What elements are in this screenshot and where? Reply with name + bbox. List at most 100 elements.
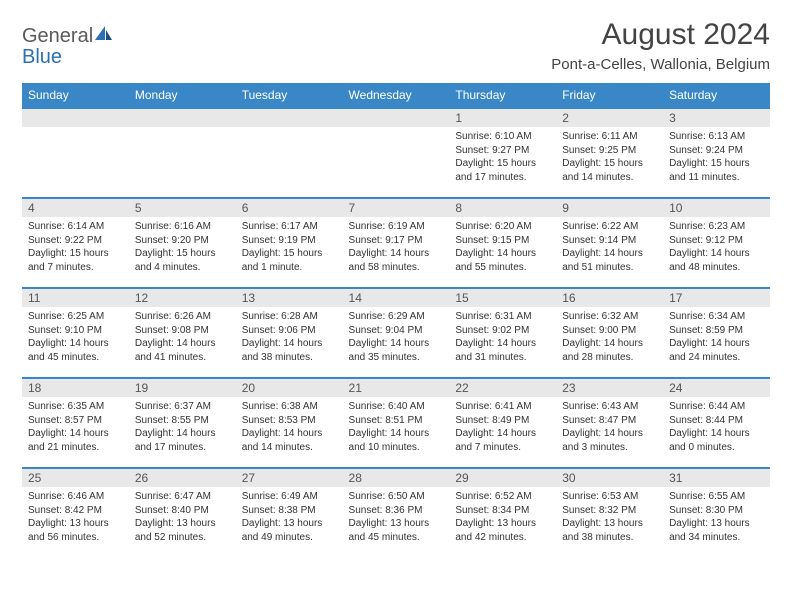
sunset-text: Sunset: 9:20 PM [135, 234, 230, 248]
day-details: Sunrise: 6:26 AMSunset: 9:08 PMDaylight:… [129, 307, 236, 368]
day-details: Sunrise: 6:32 AMSunset: 9:00 PMDaylight:… [556, 307, 663, 368]
sunrise-text: Sunrise: 6:16 AM [135, 220, 230, 234]
weekday-header: Tuesday [236, 83, 343, 108]
sunrise-text: Sunrise: 6:22 AM [562, 220, 657, 234]
day-details: Sunrise: 6:25 AMSunset: 9:10 PMDaylight:… [22, 307, 129, 368]
daylight-line2: and 34 minutes. [669, 531, 764, 545]
sunset-text: Sunset: 9:06 PM [242, 324, 337, 338]
calendar-cell [343, 108, 450, 198]
sunset-text: Sunset: 9:14 PM [562, 234, 657, 248]
daylight-line1: Daylight: 15 hours [562, 157, 657, 171]
sunrise-text: Sunrise: 6:32 AM [562, 310, 657, 324]
sunrise-text: Sunrise: 6:49 AM [242, 490, 337, 504]
weekday-header: Saturday [663, 83, 770, 108]
day-details: Sunrise: 6:31 AMSunset: 9:02 PMDaylight:… [449, 307, 556, 368]
calendar-cell: 7Sunrise: 6:19 AMSunset: 9:17 PMDaylight… [343, 198, 450, 288]
sunset-text: Sunset: 9:27 PM [455, 144, 550, 158]
sunrise-text: Sunrise: 6:44 AM [669, 400, 764, 414]
weekday-header: Sunday [22, 83, 129, 108]
daylight-line2: and 7 minutes. [28, 261, 123, 275]
daylight-line1: Daylight: 14 hours [242, 337, 337, 351]
day-details: Sunrise: 6:53 AMSunset: 8:32 PMDaylight:… [556, 487, 663, 548]
day-number: 18 [22, 379, 129, 397]
day-number: 13 [236, 289, 343, 307]
daylight-line1: Daylight: 13 hours [455, 517, 550, 531]
day-details: Sunrise: 6:19 AMSunset: 9:17 PMDaylight:… [343, 217, 450, 278]
sunset-text: Sunset: 9:24 PM [669, 144, 764, 158]
month-title: August 2024 [551, 18, 770, 52]
calendar-cell: 21Sunrise: 6:40 AMSunset: 8:51 PMDayligh… [343, 378, 450, 468]
daylight-line2: and 7 minutes. [455, 441, 550, 455]
sunset-text: Sunset: 8:51 PM [349, 414, 444, 428]
sunset-text: Sunset: 8:53 PM [242, 414, 337, 428]
day-details: Sunrise: 6:34 AMSunset: 8:59 PMDaylight:… [663, 307, 770, 368]
daylight-line1: Daylight: 13 hours [349, 517, 444, 531]
sunrise-text: Sunrise: 6:46 AM [28, 490, 123, 504]
daylight-line2: and 41 minutes. [135, 351, 230, 365]
calendar-cell: 1Sunrise: 6:10 AMSunset: 9:27 PMDaylight… [449, 108, 556, 198]
sunrise-text: Sunrise: 6:19 AM [349, 220, 444, 234]
day-details: Sunrise: 6:17 AMSunset: 9:19 PMDaylight:… [236, 217, 343, 278]
calendar-cell: 13Sunrise: 6:28 AMSunset: 9:06 PMDayligh… [236, 288, 343, 378]
sunrise-text: Sunrise: 6:47 AM [135, 490, 230, 504]
day-number: 26 [129, 469, 236, 487]
daylight-line1: Daylight: 14 hours [28, 427, 123, 441]
calendar-cell [236, 108, 343, 198]
daylight-line1: Daylight: 14 hours [669, 337, 764, 351]
day-details: Sunrise: 6:16 AMSunset: 9:20 PMDaylight:… [129, 217, 236, 278]
sunset-text: Sunset: 8:44 PM [669, 414, 764, 428]
sunrise-text: Sunrise: 6:26 AM [135, 310, 230, 324]
sunrise-text: Sunrise: 6:11 AM [562, 130, 657, 144]
daylight-line2: and 31 minutes. [455, 351, 550, 365]
daylight-line2: and 14 minutes. [562, 171, 657, 185]
daylight-line2: and 58 minutes. [349, 261, 444, 275]
sunrise-text: Sunrise: 6:34 AM [669, 310, 764, 324]
daylight-line1: Daylight: 15 hours [455, 157, 550, 171]
calendar-cell: 5Sunrise: 6:16 AMSunset: 9:20 PMDaylight… [129, 198, 236, 288]
calendar-cell: 23Sunrise: 6:43 AMSunset: 8:47 PMDayligh… [556, 378, 663, 468]
sunrise-text: Sunrise: 6:31 AM [455, 310, 550, 324]
daylight-line2: and 49 minutes. [242, 531, 337, 545]
sunset-text: Sunset: 8:30 PM [669, 504, 764, 518]
daylight-line2: and 1 minute. [242, 261, 337, 275]
calendar-cell: 8Sunrise: 6:20 AMSunset: 9:15 PMDaylight… [449, 198, 556, 288]
sunset-text: Sunset: 8:36 PM [349, 504, 444, 518]
day-number: 17 [663, 289, 770, 307]
calendar-cell: 19Sunrise: 6:37 AMSunset: 8:55 PMDayligh… [129, 378, 236, 468]
day-number: 23 [556, 379, 663, 397]
sunrise-text: Sunrise: 6:53 AM [562, 490, 657, 504]
calendar-week-row: 18Sunrise: 6:35 AMSunset: 8:57 PMDayligh… [22, 378, 770, 468]
day-number: 12 [129, 289, 236, 307]
daylight-line1: Daylight: 14 hours [135, 427, 230, 441]
day-number: 10 [663, 199, 770, 217]
sunrise-text: Sunrise: 6:50 AM [349, 490, 444, 504]
daylight-line1: Daylight: 14 hours [242, 427, 337, 441]
sunset-text: Sunset: 8:49 PM [455, 414, 550, 428]
day-number: 3 [663, 109, 770, 127]
calendar-cell: 6Sunrise: 6:17 AMSunset: 9:19 PMDaylight… [236, 198, 343, 288]
daylight-line1: Daylight: 14 hours [455, 427, 550, 441]
sunrise-text: Sunrise: 6:20 AM [455, 220, 550, 234]
daylight-line2: and 14 minutes. [242, 441, 337, 455]
day-details: Sunrise: 6:28 AMSunset: 9:06 PMDaylight:… [236, 307, 343, 368]
sunset-text: Sunset: 8:40 PM [135, 504, 230, 518]
daylight-line1: Daylight: 14 hours [562, 337, 657, 351]
daylight-line2: and 3 minutes. [562, 441, 657, 455]
sunset-text: Sunset: 9:02 PM [455, 324, 550, 338]
day-details: Sunrise: 6:11 AMSunset: 9:25 PMDaylight:… [556, 127, 663, 188]
header: General Blue August 2024 Pont-a-Celles, … [22, 18, 770, 73]
day-number: 25 [22, 469, 129, 487]
daylight-line1: Daylight: 13 hours [562, 517, 657, 531]
logo-sail-icon [95, 29, 113, 46]
sunset-text: Sunset: 8:59 PM [669, 324, 764, 338]
sunset-text: Sunset: 9:15 PM [455, 234, 550, 248]
sunrise-text: Sunrise: 6:10 AM [455, 130, 550, 144]
daylight-line1: Daylight: 13 hours [135, 517, 230, 531]
sunset-text: Sunset: 8:32 PM [562, 504, 657, 518]
title-block: August 2024 Pont-a-Celles, Wallonia, Bel… [551, 18, 770, 73]
daylight-line2: and 45 minutes. [28, 351, 123, 365]
calendar-week-row: 11Sunrise: 6:25 AMSunset: 9:10 PMDayligh… [22, 288, 770, 378]
daylight-line2: and 0 minutes. [669, 441, 764, 455]
calendar-cell: 27Sunrise: 6:49 AMSunset: 8:38 PMDayligh… [236, 468, 343, 558]
daylight-line2: and 45 minutes. [349, 531, 444, 545]
